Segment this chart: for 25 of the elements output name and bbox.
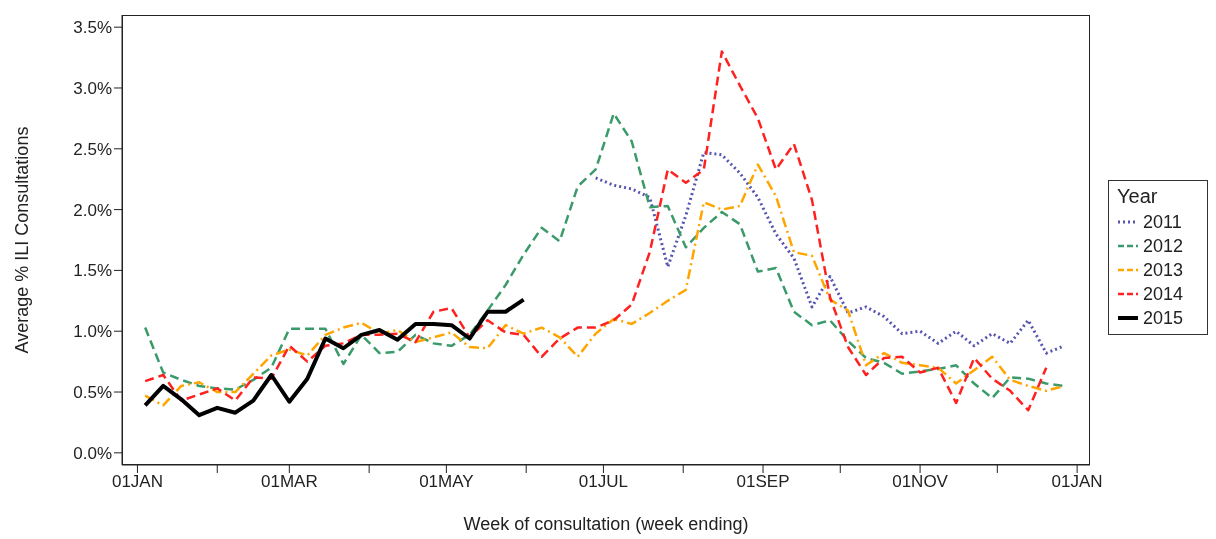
x-tick-label: 01JAN <box>1051 472 1103 492</box>
x-tick-label: 01MAR <box>261 472 318 492</box>
y-tick-label: 1.5% <box>73 261 112 281</box>
x-axis-title: Week of consultation (week ending) <box>463 514 749 534</box>
y-tick-label: 2.5% <box>73 139 112 159</box>
legend-label: 2011 <box>1143 211 1182 233</box>
line-series <box>143 297 526 418</box>
x-tick-label: 01NOV <box>892 472 949 492</box>
y-tick-label: 3.5% <box>73 18 112 38</box>
x-tick-label: 01MAY <box>419 472 474 492</box>
legend-label: 2015 <box>1143 307 1184 329</box>
y-tick-label: 3.0% <box>73 79 112 99</box>
line-series <box>143 50 1048 412</box>
x-tick-label: 01SEP <box>736 472 790 492</box>
legend-label: 2014 <box>1143 283 1184 305</box>
y-axis-title: Average % ILI Consultations <box>12 126 33 354</box>
legend-label: 2012 <box>1143 235 1184 257</box>
y-tick-label: 0.0% <box>73 443 112 463</box>
legend-label: 2013 <box>1143 259 1184 281</box>
y-tick-label: 2.0% <box>73 200 112 220</box>
x-tick-label: 01JAN <box>111 472 163 492</box>
x-tick-label: 01JUL <box>578 472 628 492</box>
y-tick-label: 0.5% <box>73 383 112 403</box>
legend-title: Year <box>1117 185 1159 208</box>
y-tick-label: 1.0% <box>73 322 112 342</box>
